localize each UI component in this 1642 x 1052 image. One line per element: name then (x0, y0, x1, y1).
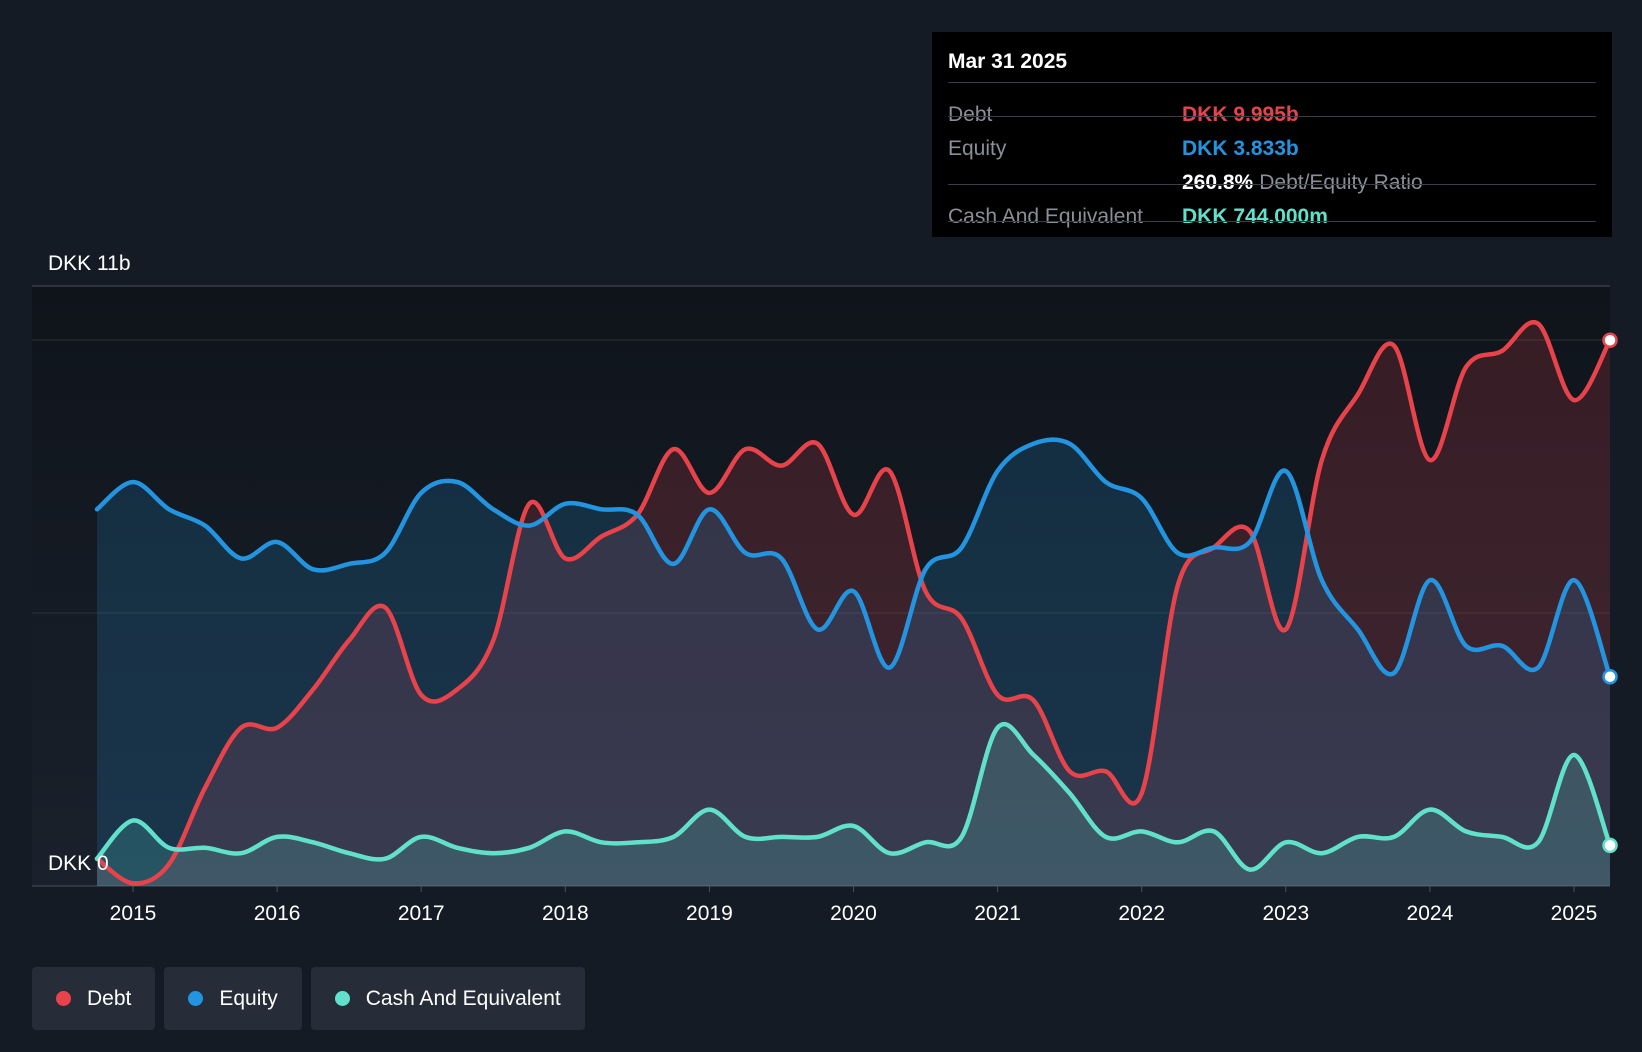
tooltip-divider (948, 116, 1596, 117)
equity-dot-icon (188, 991, 204, 1006)
legend-cash-label: Cash And Equivalent (365, 986, 561, 1010)
plot-background (32, 286, 1610, 886)
cash-dot-icon (334, 991, 350, 1006)
debt-area (97, 322, 1610, 886)
legend-debt-label: Debt (87, 986, 132, 1010)
tooltip-divider (948, 221, 1596, 222)
tooltip-date: Mar 31 2025 (948, 50, 1068, 73)
equity-line (94, 437, 1613, 679)
gridlines (32, 339, 1610, 887)
y-axis-top-label: DKK 11b (48, 252, 131, 275)
equity-end-point (1602, 668, 1618, 685)
hover-tooltip: Mar 31 2025 Debt DKK 9.995b Equity DKK 3… (932, 32, 1612, 237)
tooltip-row-cash: Cash And Equivalent DKK 744.000m (948, 200, 1596, 234)
tooltip-row-equity: Equity DKK 3.833b (948, 132, 1596, 166)
cash-and-equivalent-area (97, 724, 1610, 886)
x-tick-label: 2024 (1407, 902, 1454, 925)
legend-equity-label: Equity (219, 986, 278, 1010)
tooltip-ratio-label: Debt/Equity Ratio (1259, 171, 1423, 194)
tooltip-debt-value: DKK 9.995b (1182, 103, 1299, 126)
debt-end-point (1602, 332, 1618, 349)
tooltip-equity-label: Equity (948, 137, 1007, 160)
tooltip-row-ratio: 260.8% Debt/Equity Ratio (948, 166, 1596, 200)
x-tick-label: 2022 (1118, 902, 1165, 925)
x-tick-label: 2020 (830, 902, 877, 925)
tooltip-equity-value: DKK 3.833b (1182, 137, 1299, 160)
debt-line (94, 319, 1613, 886)
series-layer (94, 319, 1613, 886)
x-tick-label: 2016 (254, 902, 301, 925)
x-tick-label: 2018 (542, 902, 589, 925)
legend-item-cash[interactable]: Cash And Equivalent (310, 967, 585, 1030)
x-tick-label: 2019 (686, 902, 733, 925)
tooltip-debt-label: Debt (948, 103, 993, 126)
debt-dot-icon (56, 991, 71, 1006)
equity-area (97, 439, 1610, 886)
x-tick-label: 2017 (398, 902, 445, 925)
tooltip-cash-label: Cash And Equivalent (948, 205, 1143, 228)
y-axis-bottom-label: DKK 0 (48, 852, 109, 875)
tooltip-ratio-value: 260.8% (1182, 171, 1254, 194)
x-tick-label: 2015 (110, 902, 157, 925)
tooltip-divider (948, 82, 1596, 83)
cash-and-equivalent-end-point (1602, 837, 1618, 854)
chart-legend: Debt Equity Cash And Equivalent (32, 967, 585, 1030)
tooltip-row-debt: Debt DKK 9.995b (948, 98, 1596, 132)
x-axis-ticks: 2015 2016 2017 2018 2019 2020 2021 2022 2023 2024… (110, 886, 1598, 925)
cash-and-equivalent-line (94, 722, 1613, 872)
x-tick-label: 2021 (974, 902, 1021, 925)
tooltip-divider (948, 184, 1596, 185)
tooltip-cash-value: DKK 744.000m (1182, 205, 1328, 228)
legend-item-equity[interactable]: Equity (164, 967, 302, 1030)
x-tick-label: 2023 (1262, 902, 1309, 925)
legend-item-debt[interactable]: Debt (32, 967, 156, 1030)
tooltip-ratio: 260.8% Debt/Equity Ratio (1182, 166, 1423, 200)
x-tick-label: 2025 (1551, 902, 1598, 925)
end-markers (1602, 332, 1618, 854)
